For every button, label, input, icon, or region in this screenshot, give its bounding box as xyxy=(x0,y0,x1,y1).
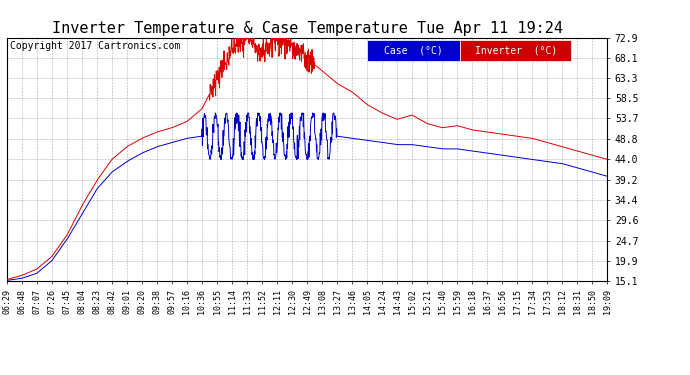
Title: Inverter Temperature & Case Temperature Tue Apr 11 19:24: Inverter Temperature & Case Temperature … xyxy=(52,21,562,36)
FancyBboxPatch shape xyxy=(460,40,571,61)
Text: Copyright 2017 Cartronics.com: Copyright 2017 Cartronics.com xyxy=(10,41,180,51)
Text: Inverter  (°C): Inverter (°C) xyxy=(475,45,557,55)
FancyBboxPatch shape xyxy=(367,40,460,61)
Text: Case  (°C): Case (°C) xyxy=(384,45,443,55)
